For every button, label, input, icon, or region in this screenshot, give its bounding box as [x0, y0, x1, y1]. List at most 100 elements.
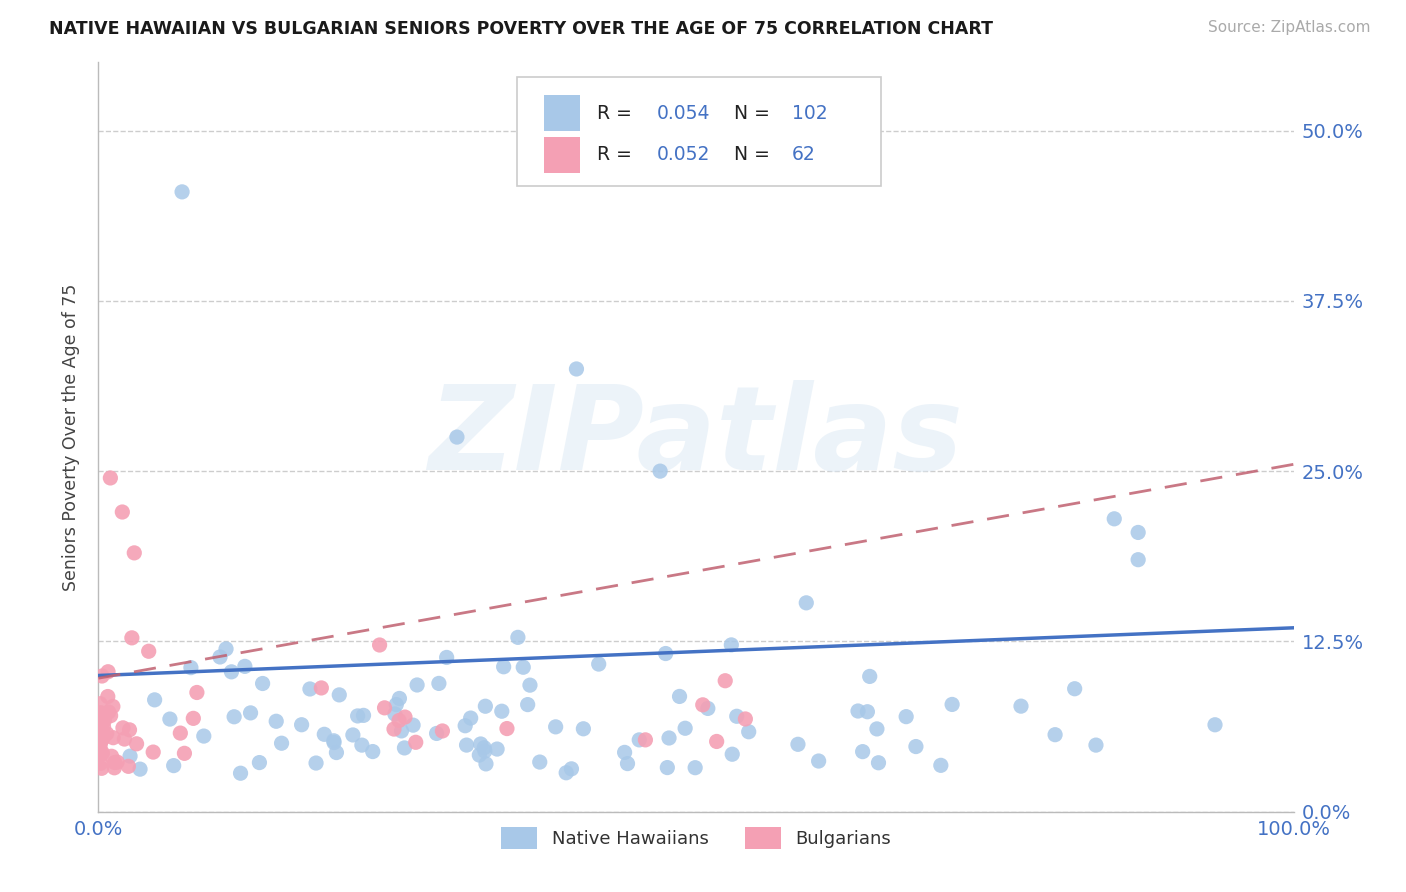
Point	[426, 726, 449, 740]
Text: R =: R =	[596, 103, 638, 123]
Legend: Native Hawaiians, Bulgarians: Native Hawaiians, Bulgarians	[494, 820, 898, 856]
Point	[394, 710, 416, 724]
Point	[173, 747, 195, 761]
Point	[101, 699, 124, 714]
Point	[100, 749, 122, 764]
Point	[1084, 738, 1107, 752]
Point	[143, 693, 166, 707]
Point	[97, 690, 120, 704]
Point	[427, 676, 450, 690]
Text: 102: 102	[792, 103, 827, 123]
Point	[298, 681, 321, 696]
Point	[1043, 728, 1066, 742]
Point	[361, 745, 384, 759]
Point	[519, 678, 541, 692]
Text: R =: R =	[596, 145, 638, 164]
Point	[941, 698, 963, 712]
Point	[249, 756, 271, 770]
Point	[1104, 512, 1126, 526]
Text: 62: 62	[792, 145, 815, 164]
Point	[90, 761, 112, 775]
Point	[89, 717, 111, 731]
Point	[807, 754, 830, 768]
Point	[388, 714, 411, 728]
Point	[544, 720, 567, 734]
Point	[98, 471, 122, 485]
Text: 0.052: 0.052	[657, 145, 710, 164]
Point	[103, 761, 125, 775]
Point	[97, 705, 120, 719]
Point	[112, 732, 135, 747]
Point	[696, 701, 718, 715]
Point	[180, 660, 202, 674]
Point	[96, 726, 118, 740]
Point	[193, 729, 215, 743]
Point	[100, 708, 122, 723]
Point	[496, 722, 519, 736]
Point	[89, 735, 111, 749]
Point	[90, 706, 112, 720]
Point	[93, 720, 115, 734]
Point	[588, 657, 610, 671]
Point	[93, 714, 115, 728]
Point	[323, 735, 346, 749]
Point	[388, 691, 411, 706]
Point	[314, 727, 336, 741]
Point	[328, 688, 350, 702]
Point	[432, 723, 454, 738]
Point	[668, 690, 690, 704]
Point	[472, 740, 495, 755]
Point	[104, 756, 127, 770]
Point	[394, 740, 416, 755]
Bar	[544, 95, 581, 131]
Point	[454, 719, 477, 733]
Point	[305, 756, 328, 770]
Point	[628, 732, 651, 747]
Point	[470, 737, 492, 751]
Point	[516, 698, 538, 712]
Point	[325, 746, 347, 760]
Point	[172, 185, 194, 199]
Point	[859, 669, 882, 683]
Point	[738, 724, 761, 739]
Point	[91, 746, 114, 760]
Point	[856, 705, 879, 719]
Point	[129, 762, 152, 776]
Point	[87, 742, 110, 756]
Text: NATIVE HAWAIIAN VS BULGARIAN SENIORS POVERTY OVER THE AGE OF 75 CORRELATION CHAR: NATIVE HAWAIIAN VS BULGARIAN SENIORS POV…	[49, 20, 993, 37]
Point	[1010, 699, 1032, 714]
Point	[270, 736, 292, 750]
Point	[565, 362, 588, 376]
Point	[163, 758, 186, 772]
Point	[374, 701, 396, 715]
Point	[468, 747, 491, 762]
Point	[894, 709, 917, 723]
Point	[512, 660, 534, 674]
Text: ZIPatlas: ZIPatlas	[429, 380, 963, 494]
Point	[1063, 681, 1085, 696]
Point	[720, 638, 742, 652]
Point	[382, 722, 405, 736]
Point	[436, 650, 458, 665]
Point	[118, 723, 141, 737]
Point	[105, 755, 128, 769]
Text: 0.054: 0.054	[657, 103, 710, 123]
Point	[1128, 552, 1150, 566]
Point	[506, 631, 529, 645]
Point	[634, 732, 657, 747]
Point	[186, 685, 208, 699]
Point	[346, 709, 368, 723]
Point	[560, 762, 582, 776]
Point	[89, 741, 111, 756]
Text: N =: N =	[734, 145, 776, 164]
Point	[89, 715, 111, 730]
Point	[657, 760, 679, 774]
Point	[103, 731, 125, 745]
Point	[866, 722, 889, 736]
Point	[486, 742, 509, 756]
Y-axis label: Seniors Poverty Over the Age of 75: Seniors Poverty Over the Age of 75	[62, 284, 80, 591]
Point	[402, 718, 425, 732]
FancyBboxPatch shape	[517, 78, 882, 186]
Text: Source: ZipAtlas.com: Source: ZipAtlas.com	[1208, 20, 1371, 35]
Point	[221, 665, 243, 679]
